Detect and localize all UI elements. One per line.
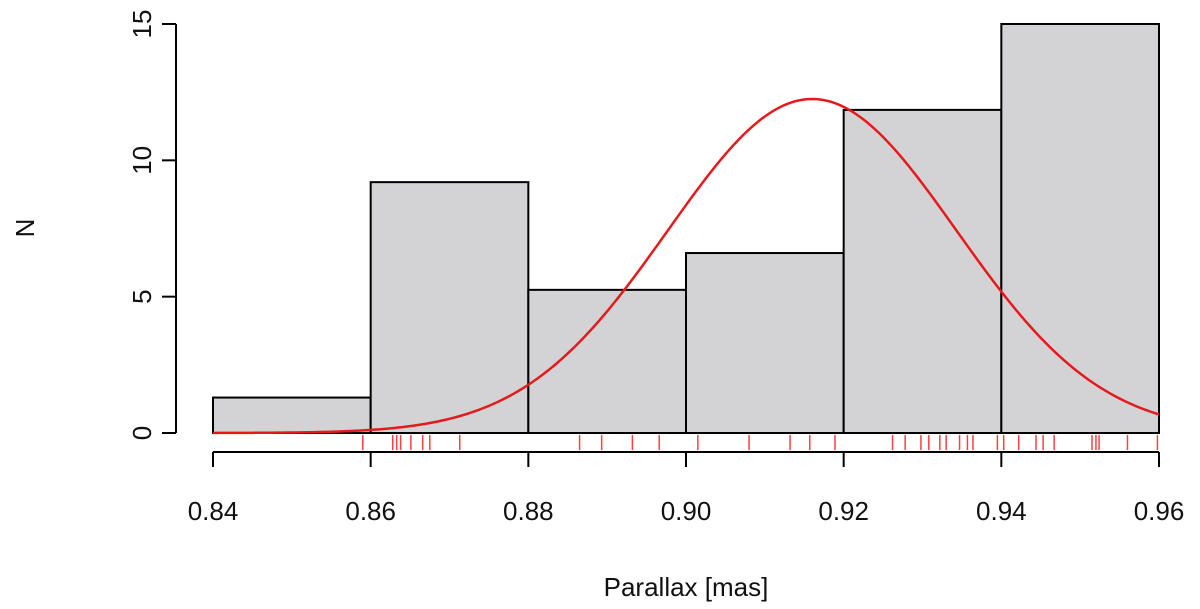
x-tick-label: 0.96 xyxy=(1134,496,1185,526)
x-tick-label: 0.84 xyxy=(188,496,239,526)
y-tick-label: 15 xyxy=(127,10,157,39)
histogram-bar xyxy=(685,252,845,434)
histogram-bars xyxy=(212,23,1160,435)
histogram-bar xyxy=(1000,23,1160,434)
histogram-bar xyxy=(527,288,687,434)
density-curve xyxy=(212,97,1160,435)
y-axis: 0 5 10 15 xyxy=(127,10,177,440)
x-tick-label: 0.94 xyxy=(976,496,1027,526)
x-tick-label: 0.90 xyxy=(661,496,712,526)
x-tick-label: 0.92 xyxy=(818,496,869,526)
y-tick-label: 0 xyxy=(127,426,157,440)
density-curve-group xyxy=(212,97,1160,435)
histogram-bar xyxy=(212,396,372,435)
histogram-bar xyxy=(369,181,530,434)
y-tick-label: 10 xyxy=(127,146,157,175)
y-tick-label: 5 xyxy=(127,289,157,303)
x-tick-label: 0.86 xyxy=(345,496,396,526)
x-tick-label: 0.88 xyxy=(503,496,554,526)
x-axis-title: Parallax [mas] xyxy=(604,572,769,602)
histogram-bar xyxy=(842,108,1003,434)
rug-marks xyxy=(362,435,1159,450)
y-axis-title: N xyxy=(10,219,40,238)
x-axis: 0.84 0.86 0.88 0.90 0.92 0.94 0.96 xyxy=(188,451,1185,526)
